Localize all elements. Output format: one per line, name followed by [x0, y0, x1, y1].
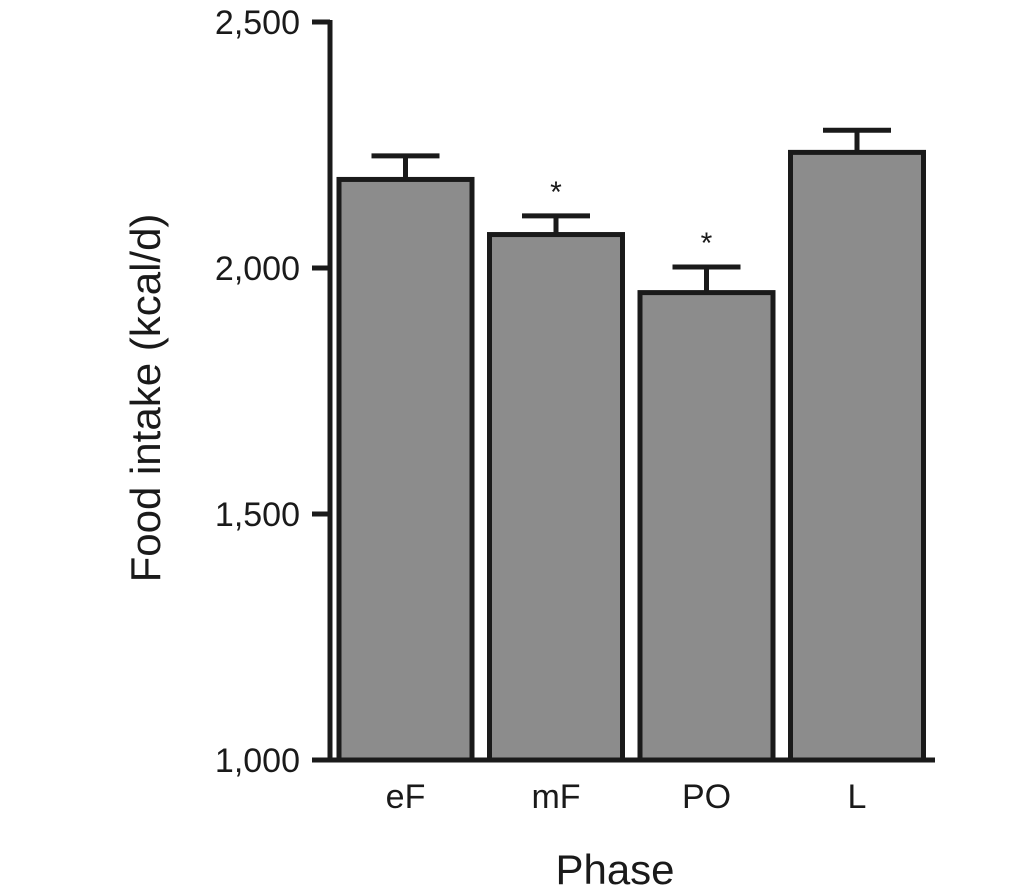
- bar-PO: [637, 290, 776, 763]
- y-ticks-layer: 1,000 1,500 2,000 2,500: [215, 4, 330, 780]
- y-axis-title: Food intake (kcal/d): [122, 214, 169, 583]
- bar-mF: [487, 232, 625, 763]
- x-tick-label-mF: mF: [531, 778, 580, 816]
- significance-marker-mF: *: [550, 176, 562, 209]
- error-bars-layer: [371, 127, 891, 293]
- significance-marker-PO: *: [701, 227, 713, 260]
- y-tick-label-2500: 2,500: [215, 4, 300, 42]
- x-axis-title: Phase: [555, 846, 674, 892]
- y-tick-label-2000: 2,000: [215, 250, 300, 288]
- y-tick-label-1500: 1,500: [215, 496, 300, 534]
- y-tick-label-1000: 1,000: [215, 742, 300, 780]
- x-tick-label-L: L: [848, 778, 867, 816]
- bar-L: [788, 149, 926, 763]
- x-tick-label-PO: PO: [682, 778, 731, 816]
- x-labels-layer: eF mF PO L: [386, 778, 867, 816]
- bar-eF: [336, 176, 475, 763]
- x-tick-label-eF: eF: [386, 778, 426, 816]
- axes-layer: [312, 20, 935, 763]
- annotations-layer: **: [550, 176, 713, 260]
- bars-layer: [336, 149, 926, 763]
